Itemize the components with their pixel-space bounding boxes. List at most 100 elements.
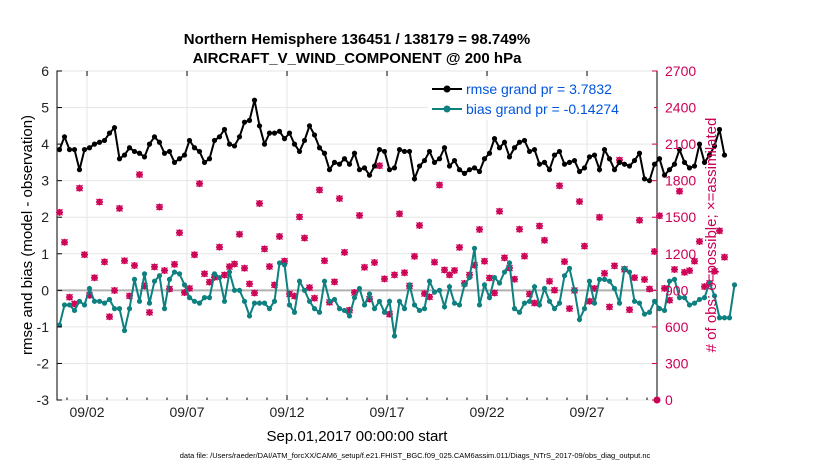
- obs-assimilated-marker: [411, 252, 418, 260]
- obs-assimilated-marker: [456, 243, 463, 251]
- obs-assimilated-marker: [191, 251, 198, 259]
- bias-point: [181, 282, 188, 288]
- bias-point: [531, 284, 538, 290]
- legend-bias-label: bias grand pr = -0.14274: [466, 101, 619, 117]
- rmse-point: [316, 145, 323, 151]
- rmse-point: [261, 141, 268, 147]
- legend-rmse-label: rmse grand pr = 3.7832: [466, 81, 612, 97]
- rmse-point: [496, 145, 503, 151]
- obs-assimilated-marker: [271, 281, 278, 289]
- bias-point: [221, 298, 228, 304]
- obs-assimilated-marker: [676, 187, 683, 195]
- x-axis-label: Sep.01,2017 00:00:00 start: [267, 428, 449, 445]
- bias-point: [441, 304, 448, 310]
- obs-assimilated-marker: [606, 303, 613, 311]
- rmse-point: [171, 159, 178, 165]
- bias-point: [616, 300, 623, 306]
- rmse-point: [81, 146, 88, 153]
- obs-assimilated-marker: [136, 171, 143, 179]
- rmse-point: [616, 159, 623, 165]
- bias-point: [411, 302, 418, 308]
- rmse-point: [681, 159, 688, 165]
- obs-assimilated-marker: [661, 284, 668, 292]
- bias-point: [111, 306, 118, 312]
- rmse-point: [326, 167, 333, 173]
- bias-point: [356, 285, 363, 292]
- bias-point: [611, 285, 618, 292]
- obs-assimilated-marker: [491, 289, 498, 297]
- obs-assimilated-marker: [66, 293, 73, 301]
- obs-assimilated-marker: [611, 262, 618, 270]
- obs-assimilated-marker: [391, 271, 398, 279]
- obs-assimilated-marker: [341, 248, 348, 256]
- obs-assimilated-marker: [646, 285, 653, 293]
- bias-point: [566, 265, 573, 271]
- obs-assimilated-marker: [451, 266, 458, 274]
- y-right-tick-label: 0: [665, 392, 673, 408]
- bias-point: [606, 278, 613, 284]
- bias-point: [361, 302, 368, 308]
- bias-point: [336, 306, 343, 312]
- bias-point: [721, 315, 728, 321]
- rmse-point: [486, 150, 493, 156]
- obs-assimilated-marker: [666, 296, 673, 304]
- bias-point: [526, 298, 533, 304]
- obs-assimilated-marker: [201, 270, 208, 278]
- bias-point: [671, 276, 678, 282]
- bias-point: [451, 300, 458, 306]
- obs-assimilated-marker: [631, 274, 638, 282]
- rmse-point: [651, 161, 658, 167]
- rmse-point: [671, 161, 678, 167]
- obs-assimilated-marker: [711, 267, 718, 275]
- rmse-point: [346, 161, 353, 167]
- rmse-point: [311, 132, 318, 138]
- rmse-point: [721, 152, 728, 158]
- rmse-point: [566, 159, 573, 165]
- obs-assimilated-marker: [721, 253, 728, 261]
- obs-assimilated-marker: [576, 198, 583, 206]
- rmse-point: [446, 163, 453, 169]
- rmse-point: [141, 154, 148, 160]
- obs-assimilated-marker: [181, 289, 188, 297]
- bias-point: [676, 295, 683, 301]
- obs-assimilated-marker: [501, 254, 508, 262]
- obs-assimilated-marker: [226, 263, 233, 271]
- obs-assimilated-marker: [601, 269, 608, 277]
- rmse-point: [716, 126, 723, 133]
- obs-assimilated-marker: [526, 290, 533, 298]
- obs-assimilated-marker: [446, 271, 453, 279]
- bias-point: [381, 309, 388, 315]
- obs-assimilated-marker: [296, 213, 303, 221]
- bias-point: [326, 298, 333, 304]
- obs-assimilated-marker: [71, 300, 78, 308]
- y-right-tick-label: 2100: [665, 136, 696, 152]
- y-right-tick-label: 900: [665, 282, 689, 298]
- bias-point: [666, 278, 673, 284]
- bias-point: [421, 306, 428, 312]
- bias-point: [291, 309, 298, 315]
- bias-point: [516, 309, 523, 315]
- rmse-point: [476, 168, 483, 175]
- bias-point: [66, 302, 73, 308]
- bias-point: [156, 273, 163, 279]
- bias-point: [151, 278, 158, 284]
- rmse-point: [301, 137, 308, 144]
- bias-point: [251, 300, 258, 306]
- rmse-point: [246, 117, 253, 123]
- obs-assimilated-marker: [251, 289, 258, 297]
- obs-assimilated-marker: [686, 267, 693, 275]
- bias-point: [71, 307, 78, 314]
- obs-assimilated-marker: [156, 203, 163, 211]
- bias-point: [76, 298, 83, 304]
- rmse-point: [146, 141, 153, 147]
- bias-point: [211, 271, 218, 277]
- x-tick-label: 09/17: [369, 404, 404, 420]
- rmse-point: [696, 141, 703, 147]
- rmse-point: [186, 137, 193, 144]
- rmse-point: [236, 134, 243, 140]
- y-right-tick-label: 1800: [665, 173, 696, 189]
- bias-point: [401, 306, 408, 312]
- obs-assimilated-marker: [246, 280, 253, 288]
- y-left-tick-label: 5: [41, 100, 49, 116]
- bias-point: [596, 276, 603, 282]
